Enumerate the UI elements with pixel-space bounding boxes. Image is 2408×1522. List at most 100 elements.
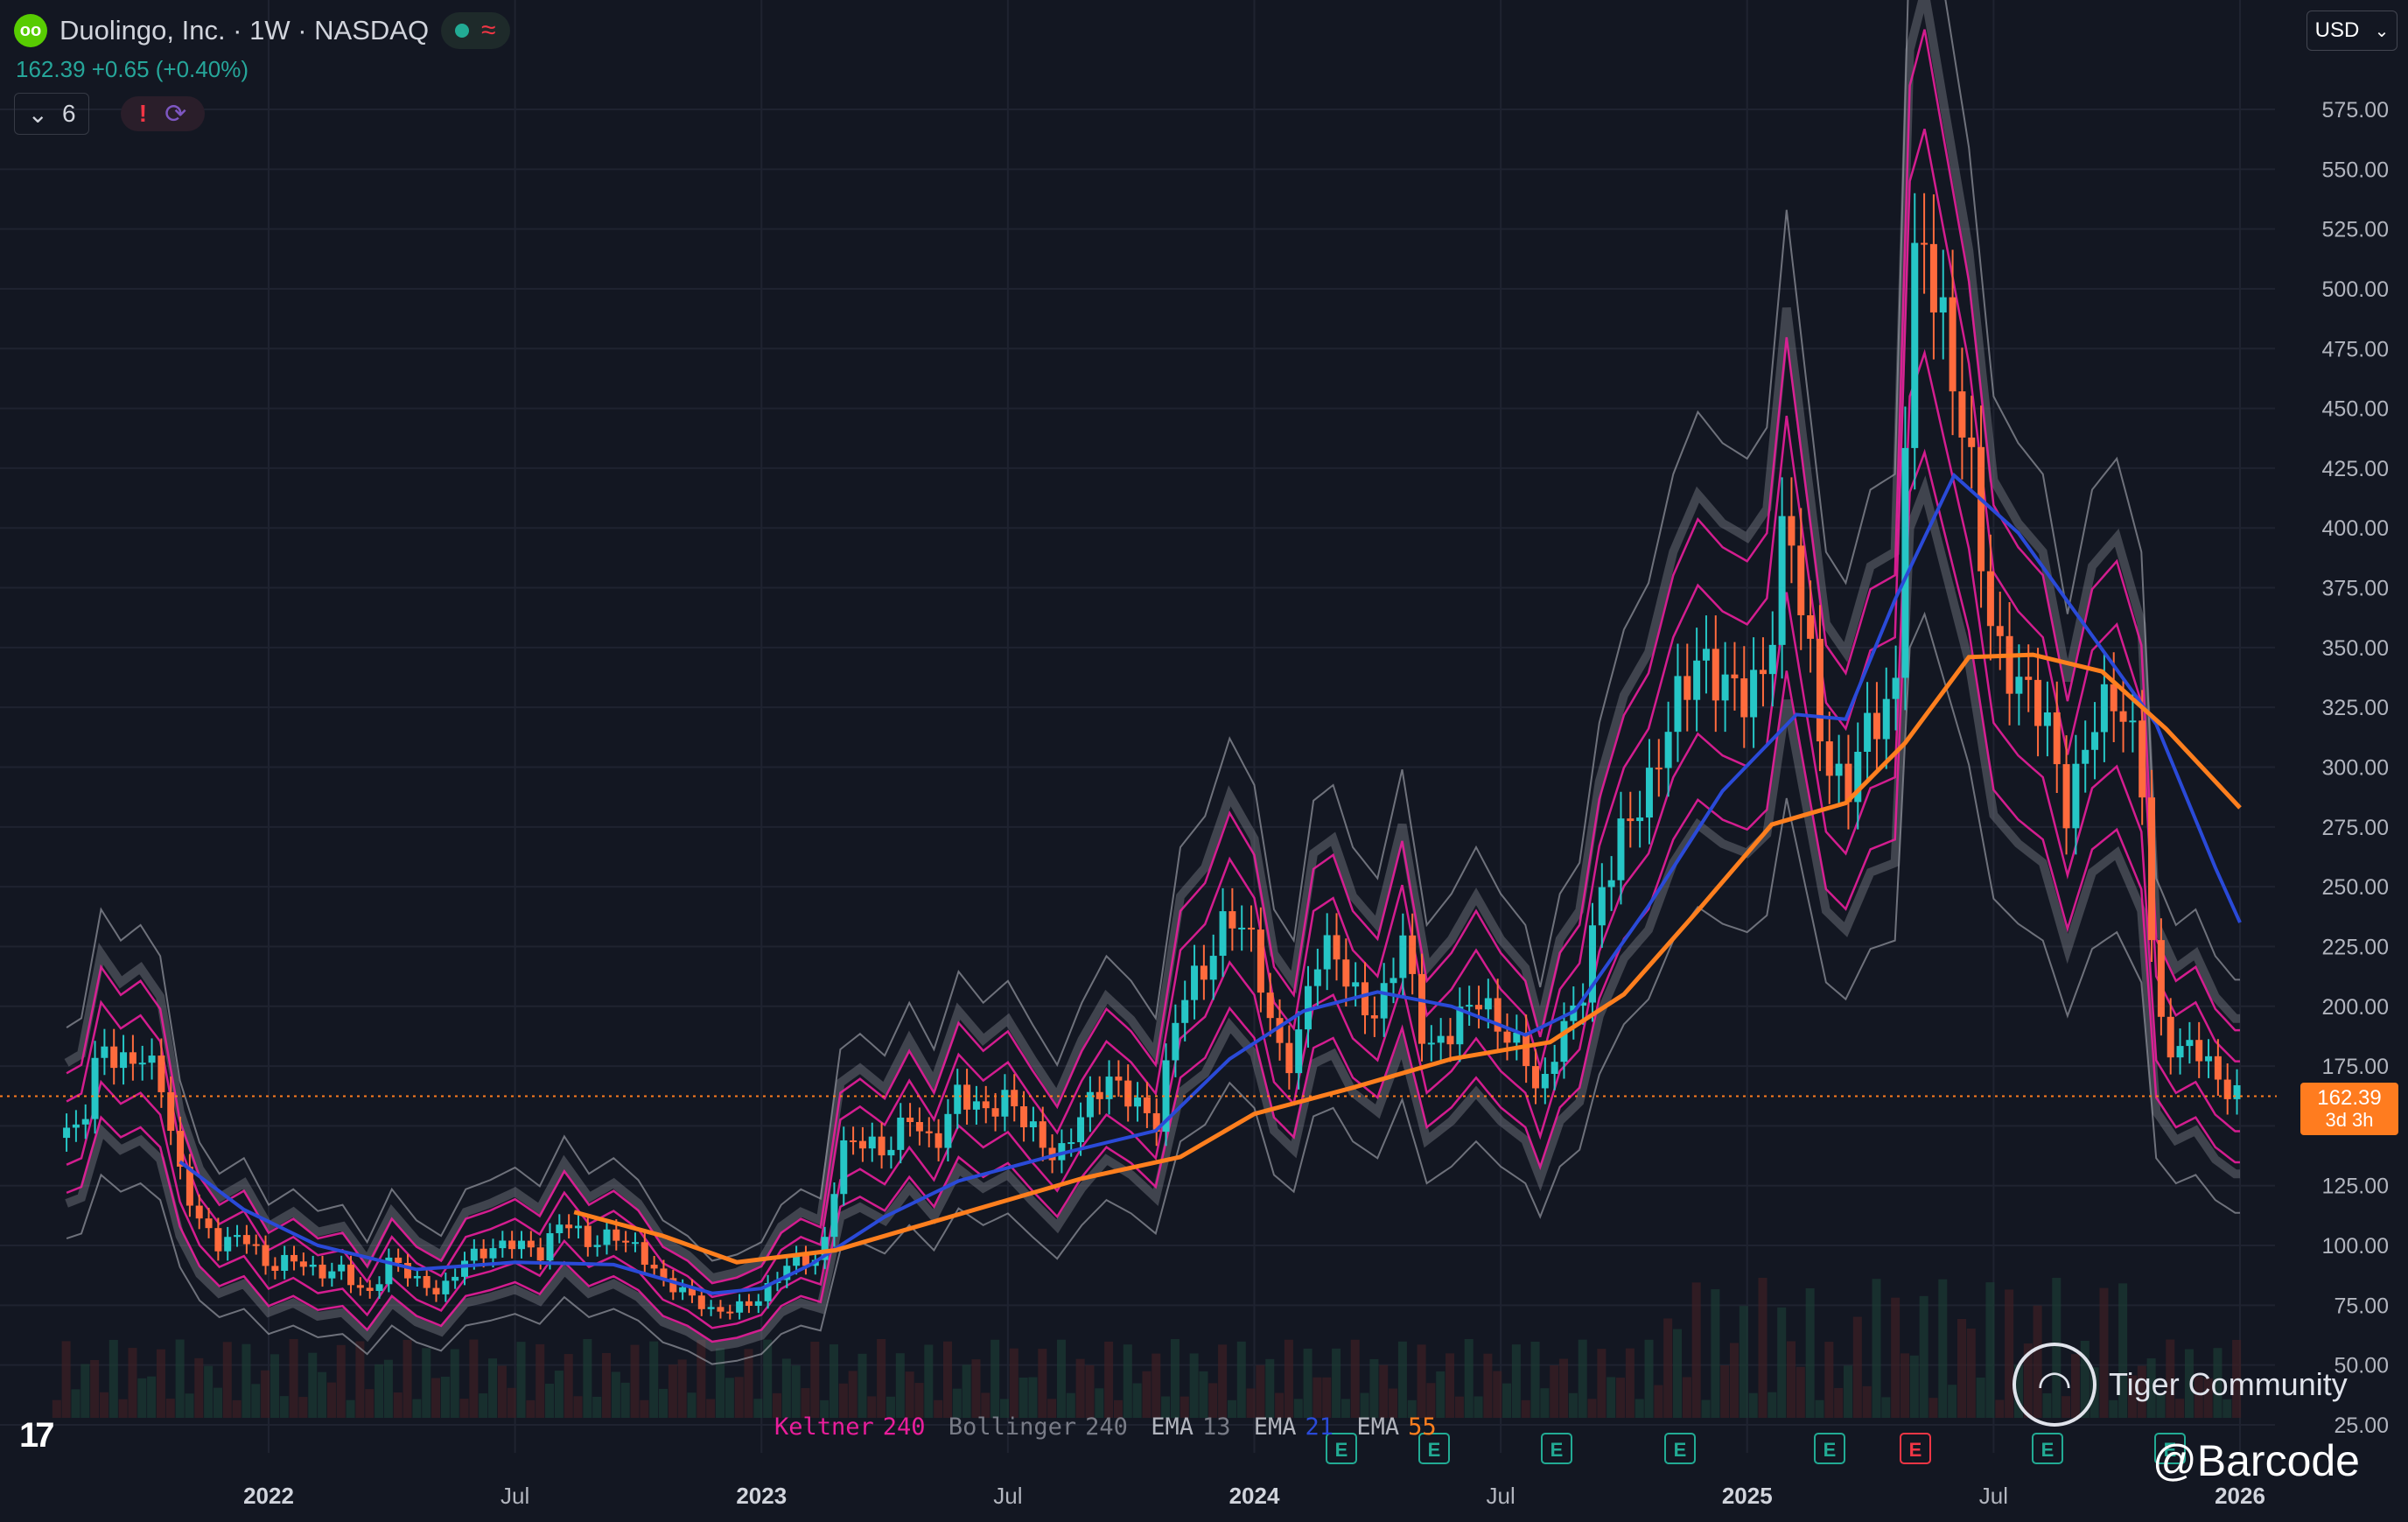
data-status-pill[interactable]: ! ⟳: [121, 96, 205, 131]
candle-body: [1816, 638, 1824, 742]
candle-body: [290, 1254, 298, 1262]
volume-bar: [1559, 1358, 1569, 1418]
volume-bar: [185, 1393, 194, 1418]
candle-body: [461, 1260, 469, 1277]
candle-body: [1020, 1106, 1028, 1128]
earnings-marker-icon[interactable]: [2032, 1433, 2063, 1464]
volume-bar: [1265, 1358, 1275, 1418]
volume-bar: [2203, 1378, 2213, 1418]
volume-bar: [1843, 1365, 1852, 1418]
candle-body: [1901, 447, 1909, 678]
candle-body: [1939, 297, 1947, 313]
earnings-marker-icon[interactable]: [1418, 1433, 1450, 1464]
candle-body: [1313, 969, 1321, 986]
earnings-marker-icon[interactable]: [2154, 1433, 2186, 1464]
volume-bar: [1275, 1392, 1284, 1418]
legend-ema13-length: 13: [1201, 1413, 1231, 1441]
volume-bar: [838, 1383, 848, 1418]
candle-body: [1456, 1006, 1464, 1045]
earnings-marker-letter: E: [2041, 1439, 2054, 1461]
volume-bar: [71, 1389, 80, 1418]
volume-bar: [914, 1383, 924, 1418]
volume-bar: [1540, 1388, 1550, 1418]
tiger-logo-icon: ◠: [2012, 1343, 2096, 1427]
volume-bar: [1900, 1353, 1909, 1418]
price-axis-tick: 450.00: [2322, 397, 2389, 422]
candle-body: [840, 1140, 848, 1195]
earnings-marker-icon[interactable]: [1900, 1433, 1931, 1464]
price-axis-tick: 350.00: [2322, 636, 2389, 661]
legend-keltner-label[interactable]: Keltner: [774, 1413, 874, 1441]
volume-bar: [1379, 1364, 1389, 1418]
volume-bar: [1246, 1388, 1256, 1418]
indicators-collapse-button[interactable]: ⌄ 6: [14, 93, 89, 135]
candle-body: [1238, 927, 1246, 929]
volume-bar: [716, 1348, 725, 1418]
volume-bar: [326, 1382, 336, 1418]
candle-body: [252, 1244, 260, 1246]
candle-body: [593, 1245, 601, 1247]
legend-ema55-label[interactable]: EMA: [1356, 1413, 1400, 1441]
candle-body: [982, 1101, 990, 1109]
candle-body: [1333, 935, 1340, 960]
volume-bar: [1218, 1344, 1228, 1418]
candle-body: [442, 1280, 450, 1294]
candle-body: [234, 1235, 242, 1238]
legend-bollinger-label[interactable]: Bollinger: [948, 1413, 1077, 1441]
volume-bar: [1787, 1341, 1796, 1418]
price-axis-bg: [2277, 0, 2408, 1453]
volume-bar: [118, 1399, 128, 1418]
candle-body: [2223, 1079, 2231, 1099]
volume-bar: [422, 1348, 431, 1418]
volume-bar: [1464, 1339, 1474, 1418]
volume-bar: [1199, 1371, 1208, 1418]
candle-body: [1048, 1147, 1056, 1161]
candle-body: [906, 1117, 914, 1123]
volume-bar: [1758, 1278, 1768, 1418]
volume-bar: [620, 1382, 630, 1418]
candle-body: [120, 1052, 128, 1069]
volume-bar: [1777, 1307, 1787, 1418]
volume-bar: [1701, 1399, 1711, 1418]
candle-body: [2129, 720, 2137, 723]
volume-bar: [1028, 1377, 1038, 1418]
symbol-title[interactable]: Duolingo, Inc. · 1W · NASDAQ: [60, 15, 430, 46]
legend-ema13-label[interactable]: EMA: [1151, 1413, 1194, 1441]
earnings-marker-icon[interactable]: [1326, 1433, 1357, 1464]
volume-bar: [459, 1399, 469, 1418]
candle-body: [214, 1228, 222, 1252]
earnings-marker-icon[interactable]: [1664, 1433, 1696, 1464]
volume-bar: [1056, 1339, 1066, 1418]
legend-ema21-label[interactable]: EMA: [1253, 1413, 1297, 1441]
candle-body: [1645, 768, 1653, 818]
candle-body: [1295, 1029, 1303, 1074]
candle-body: [1911, 242, 1919, 448]
market-status-pill[interactable]: ≈: [441, 12, 510, 49]
earnings-marker-icon[interactable]: [1814, 1433, 1845, 1464]
volume-bar: [497, 1365, 507, 1418]
earnings-marker-icon[interactable]: [1541, 1433, 1572, 1464]
candle-body: [2053, 712, 2061, 765]
candle-body: [271, 1266, 279, 1272]
last-price-label: 162.39 3d 3h: [2300, 1083, 2398, 1135]
candle-body: [1011, 1090, 1018, 1107]
candle-body: [669, 1278, 677, 1293]
volume-bar: [1521, 1399, 1530, 1418]
volume-bar: [734, 1377, 744, 1418]
candle-body: [413, 1275, 421, 1279]
volume-bar: [1104, 1341, 1114, 1418]
candle-body: [1550, 1062, 1558, 1075]
volume-bar: [942, 1341, 952, 1418]
indicator-legend[interactable]: Keltner 240 Bollinger 240 EMA 13 EMA 21 EMA 5…: [774, 1413, 1446, 1441]
currency-selector[interactable]: USD ⌄: [2306, 11, 2398, 51]
volume-bar: [649, 1341, 659, 1418]
volume-bar: [450, 1349, 459, 1418]
tradingview-logo-icon[interactable]: 17: [19, 1416, 54, 1455]
volume-bar: [848, 1371, 858, 1418]
candle-body: [954, 1084, 962, 1114]
time-axis-tick: Jul: [993, 1483, 1022, 1509]
volume-bar: [1322, 1377, 1332, 1418]
price-axis-tick: 425.00: [2322, 457, 2389, 481]
